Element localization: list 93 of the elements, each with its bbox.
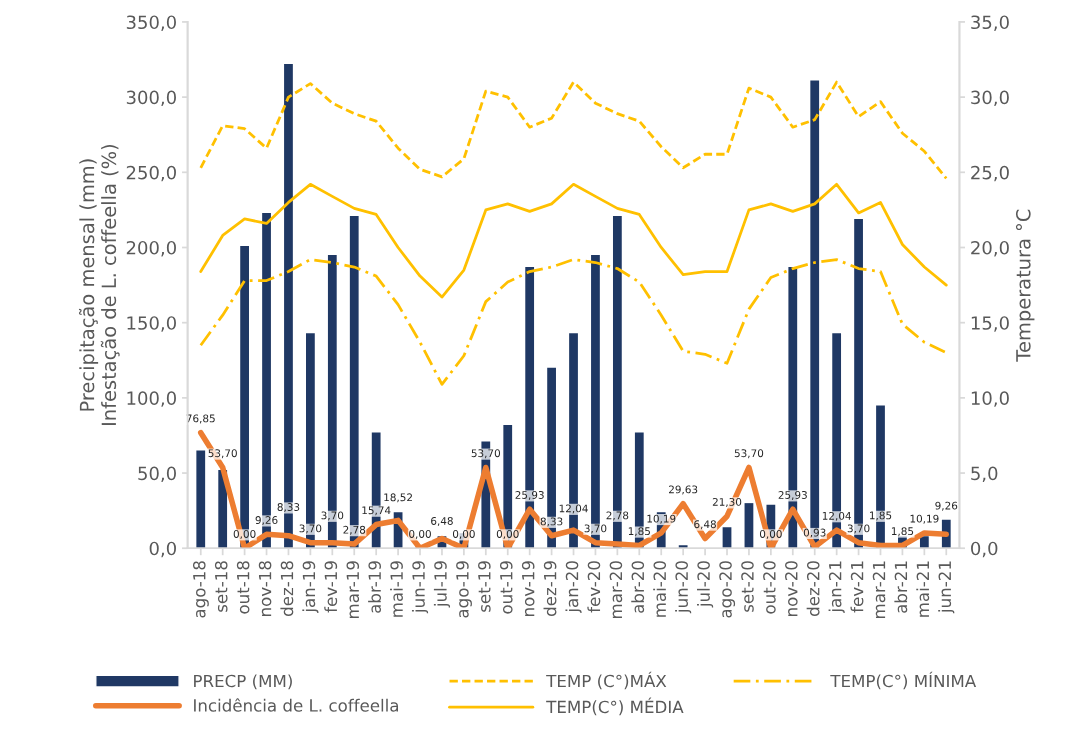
y-tick-label: 0,0 bbox=[149, 541, 176, 558]
y2-axis-title: Temperatura °C bbox=[1015, 209, 1035, 362]
data-label: 6,48 bbox=[431, 517, 453, 526]
x-tick-label: mar-19 bbox=[346, 561, 360, 618]
x-tick-label: set-20 bbox=[741, 561, 754, 612]
y-tick-label: 100,0 bbox=[127, 391, 176, 407]
data-label: 10,19 bbox=[647, 514, 676, 524]
x-tick-label: set-18 bbox=[214, 561, 228, 612]
x-tick-label: mar-21 bbox=[872, 561, 886, 618]
x-tick-label: nov-18 bbox=[258, 561, 272, 616]
data-label: 12,04 bbox=[822, 511, 851, 521]
data-label: 1,85 bbox=[628, 527, 650, 537]
data-label: 53,70 bbox=[471, 449, 501, 459]
data-label: 0,00 bbox=[759, 530, 782, 539]
data-label: 21,30 bbox=[712, 497, 742, 507]
y2-tick-label: 10,0 bbox=[971, 391, 1009, 407]
y2-tick-label: 15,0 bbox=[971, 316, 1009, 332]
x-tick-label: jan-19 bbox=[302, 561, 319, 613]
data-label: 3,70 bbox=[847, 524, 870, 534]
x-tick-label: abr-21 bbox=[894, 561, 908, 613]
legend-label: TEMP(C°) MÍNIMA bbox=[830, 671, 977, 690]
y-tick-label: 200,0 bbox=[126, 240, 176, 257]
data-label: 2,78 bbox=[606, 511, 629, 521]
data-label: 25,93 bbox=[778, 491, 807, 500]
data-label: 3,70 bbox=[299, 524, 322, 534]
y2-tick-label: 35,0 bbox=[971, 15, 1009, 31]
x-tick-label: jan-21 bbox=[828, 561, 845, 613]
data-label: 9,26 bbox=[255, 516, 278, 526]
legend-label: TEMP(C°) MÉDIA bbox=[546, 697, 684, 716]
x-tick-label: dez-20 bbox=[806, 561, 820, 616]
data-label: 12,04 bbox=[559, 504, 588, 514]
x-tick-label: jul-20 bbox=[697, 561, 714, 608]
data-label: 2,78 bbox=[343, 525, 366, 535]
x-tick-label: out-19 bbox=[499, 561, 513, 614]
legend-label: Incidência de L. coffeella bbox=[194, 698, 399, 712]
data-label: 8,33 bbox=[277, 503, 300, 513]
y2-tick-label: 30,0 bbox=[971, 90, 1009, 107]
data-label: 53,70 bbox=[734, 449, 764, 459]
x-tick-label: mai-19 bbox=[390, 561, 403, 617]
x-tick-label: jun-21 bbox=[938, 561, 955, 614]
x-tick-label: ago-18 bbox=[192, 561, 209, 618]
x-tick-label: jul-19 bbox=[433, 561, 451, 608]
x-tick-label: jun-20 bbox=[675, 561, 692, 614]
x-tick-label: nov-20 bbox=[785, 561, 798, 616]
x-tick-label: dez-19 bbox=[543, 561, 557, 616]
data-label: 0,00 bbox=[496, 530, 519, 539]
y2-tick-label: 20,0 bbox=[971, 240, 1009, 257]
data-label: 0,00 bbox=[233, 530, 256, 539]
data-label: 53,70 bbox=[208, 449, 237, 459]
x-tick-label: fev-19 bbox=[324, 561, 338, 613]
y-tick-label: 50,0 bbox=[138, 466, 176, 483]
x-tick-label: abr-20 bbox=[631, 561, 645, 613]
data-label: 0,00 bbox=[409, 530, 431, 539]
x-tick-label: abr-19 bbox=[368, 561, 382, 613]
y2-tick-label: 5,0 bbox=[971, 466, 998, 483]
y-tick-label: 150,0 bbox=[127, 316, 176, 332]
x-tick-label: nov-19 bbox=[521, 561, 535, 616]
legend-label: TEMP (C°)MÁX bbox=[546, 671, 667, 690]
data-label: 3,70 bbox=[321, 511, 344, 521]
x-tick-label: mai-21 bbox=[916, 561, 930, 617]
x-tick-label: fev-20 bbox=[587, 561, 601, 613]
data-label: 10,19 bbox=[910, 514, 939, 524]
legend-label: PRECP (MM) bbox=[194, 674, 292, 690]
x-tick-label: jan-20 bbox=[565, 561, 582, 613]
data-label: 9,26 bbox=[935, 501, 958, 511]
y-tick-label: 300,0 bbox=[126, 90, 176, 107]
data-label: 25,93 bbox=[515, 491, 544, 500]
data-label: 6,48 bbox=[694, 520, 716, 530]
data-label: 0,93 bbox=[803, 528, 826, 538]
data-label: 18,52 bbox=[384, 493, 412, 503]
x-tick-label: set-19 bbox=[478, 561, 491, 612]
y2-tick-label: 25,0 bbox=[971, 165, 1009, 182]
y-tick-label: 350,0 bbox=[126, 15, 176, 31]
data-label: 8,33 bbox=[540, 517, 563, 527]
data-label: 76,85 bbox=[186, 414, 215, 424]
data-label: 0,00 bbox=[452, 530, 475, 539]
x-tick-label: out-18 bbox=[236, 561, 250, 614]
y-axis-title: Precipitação mensal (mm) Infestação de L. coffeella (%) bbox=[78, 144, 120, 426]
x-tick-label: out-20 bbox=[763, 561, 776, 614]
data-label: 1,85 bbox=[870, 511, 892, 521]
y2-tick-label: 0,0 bbox=[971, 541, 998, 558]
x-tick-label: ago-20 bbox=[719, 561, 736, 618]
y-tick-label: 250,0 bbox=[126, 165, 176, 182]
data-label: 1,85 bbox=[891, 527, 914, 537]
data-label: 3,70 bbox=[584, 524, 607, 534]
x-tick-label: dez-18 bbox=[280, 561, 294, 616]
data-label: 29,63 bbox=[669, 485, 698, 495]
x-tick-label: jun-19 bbox=[411, 561, 429, 614]
x-tick-label: ago-19 bbox=[456, 561, 472, 618]
x-tick-label: mar-20 bbox=[609, 561, 623, 618]
x-tick-label: fev-21 bbox=[850, 561, 864, 613]
data-label: 15,74 bbox=[362, 506, 391, 516]
x-tick-label: mai-20 bbox=[653, 561, 667, 617]
